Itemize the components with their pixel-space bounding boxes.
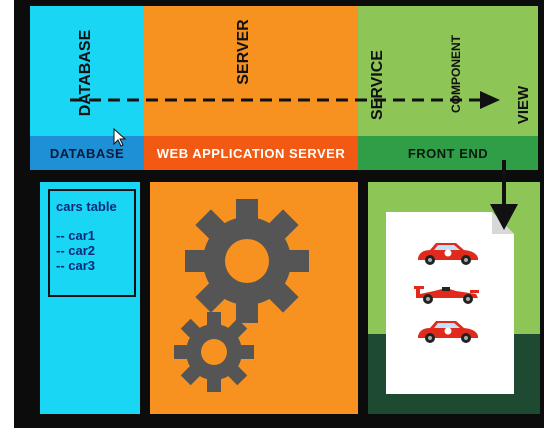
- sports-car-icon: [418, 243, 478, 265]
- small-gear-icon: [174, 312, 254, 392]
- server-header-panel: [144, 6, 358, 136]
- database-panel: [40, 182, 140, 414]
- cars-table-rows: -- car1 -- car2 -- car3: [56, 228, 128, 273]
- database-header-panel: [30, 6, 144, 136]
- database-band-label: DATABASE: [49, 145, 125, 161]
- front-end-header-panel: [358, 6, 538, 136]
- cursor-icon: [113, 128, 127, 147]
- table-row: -- car2: [56, 243, 96, 258]
- front-end-band-label: FRONT END: [407, 145, 489, 161]
- cars-table: cars table -- car1 -- car2 -- car3: [48, 189, 136, 297]
- sports-car-icon: [418, 321, 478, 343]
- web-app-server-band-label: WEB APPLICATION SERVER: [156, 145, 346, 161]
- race-car-icon: [414, 286, 479, 304]
- front-end-band: FRONT END: [358, 136, 538, 170]
- table-row: -- car3: [56, 258, 96, 273]
- web-app-server-band: WEB APPLICATION SERVER: [144, 136, 358, 170]
- large-gear-icon: [185, 199, 309, 323]
- down-arrow-icon: [490, 160, 518, 230]
- table-row: -- car1: [56, 228, 96, 243]
- database-band: DATABASE: [30, 136, 144, 170]
- cars-table-title: cars table: [56, 199, 117, 214]
